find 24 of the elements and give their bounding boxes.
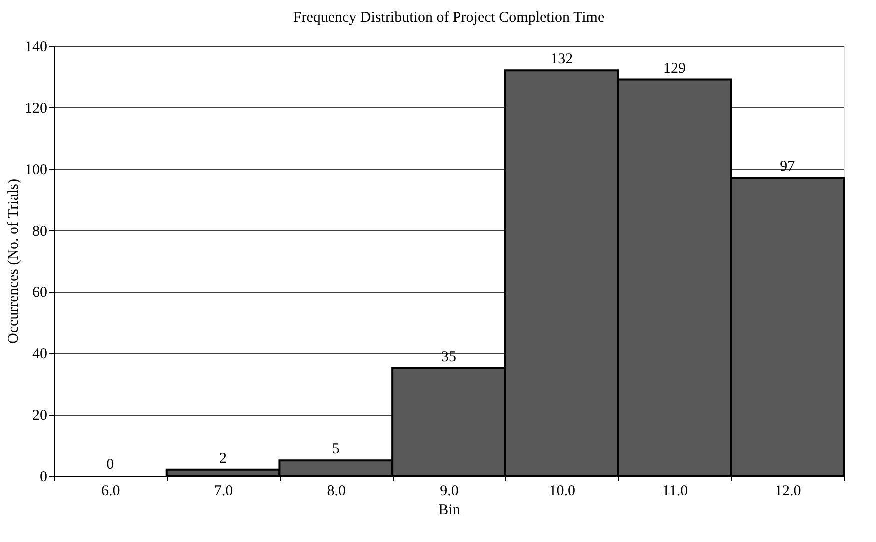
x-tick-label: 10.0 xyxy=(549,484,576,500)
x-tick-label: 6.0 xyxy=(102,484,120,500)
y-tick-label: 120 xyxy=(25,100,48,117)
y-tick-label: 40 xyxy=(32,346,48,363)
x-tick-label: 7.0 xyxy=(214,484,234,500)
chart-title: Frequency Distribution of Project Completion Time xyxy=(293,10,605,26)
y-tick-label: 80 xyxy=(32,224,48,240)
x-tick-label: 12.0 xyxy=(774,484,802,500)
y-tick-label: 60 xyxy=(32,285,48,302)
y-tick-label: 20 xyxy=(32,408,48,424)
y-tick-label: 140 xyxy=(25,40,48,56)
x-tick-label: 9.0 xyxy=(440,484,459,500)
data-label: 35 xyxy=(442,350,456,366)
data-label: 2 xyxy=(220,450,228,467)
data-label: 5 xyxy=(332,442,340,458)
data-label: 132 xyxy=(550,52,574,68)
y-tick-label: 0 xyxy=(40,470,48,486)
x-axis-title: Bin xyxy=(438,502,461,518)
y-tick-label: 100 xyxy=(25,162,48,178)
data-label: 129 xyxy=(663,60,686,77)
data-label: 0 xyxy=(106,457,114,473)
y-axis-title: Occurrences (No. of Trials) xyxy=(6,179,22,344)
x-tick-label: 8.0 xyxy=(327,484,346,500)
x-tick-label: 11.0 xyxy=(662,484,688,500)
